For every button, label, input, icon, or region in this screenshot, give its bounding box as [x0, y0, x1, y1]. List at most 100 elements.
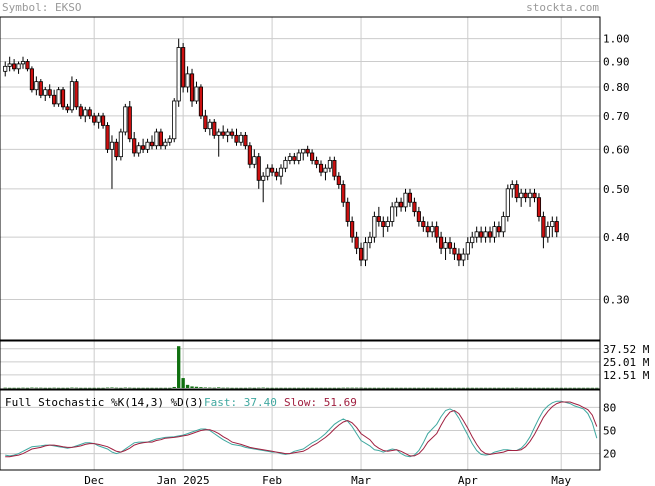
candle-body [149, 141, 155, 147]
candle-body [394, 201, 399, 208]
candle-body [221, 131, 226, 136]
stochastic-title: Full Stochastic %K(14,3) %D(3) [5, 396, 204, 409]
candle-body [87, 109, 92, 117]
volume-bar [403, 387, 408, 389]
volume-bar [265, 387, 270, 389]
candle-body [465, 242, 470, 255]
volume-bar [163, 387, 168, 389]
candle-body [336, 175, 341, 185]
volume-bar [323, 387, 328, 389]
volume-bar [145, 387, 150, 389]
candle-body [301, 148, 306, 154]
volume-bar [159, 387, 163, 389]
candle-body [527, 192, 533, 199]
candle-body [554, 221, 559, 233]
candle-body [367, 236, 373, 244]
volume-bar [34, 387, 39, 389]
volume-bar [586, 387, 590, 389]
volume-bar [528, 387, 532, 389]
volume-bar [434, 387, 439, 389]
volume-bar [65, 387, 70, 389]
volume-bar [16, 387, 21, 389]
volume-bar [83, 387, 87, 389]
volume-bar [279, 387, 283, 389]
candle-body [216, 131, 221, 136]
candle-body [29, 68, 34, 91]
candle-body [207, 121, 212, 130]
volume-bar [550, 387, 554, 389]
candle-body [399, 201, 404, 208]
volume-bar [372, 387, 377, 389]
candle-body [358, 247, 364, 261]
volume-bar [96, 387, 101, 389]
candle-body [403, 192, 408, 208]
candle-body [229, 131, 235, 136]
volume-bar [168, 387, 172, 389]
volume-bar [568, 387, 572, 389]
candle-body [20, 61, 26, 65]
volume-tick-label: 25.01 M [603, 356, 650, 369]
candle-body [439, 236, 444, 249]
volume-bar [212, 387, 216, 389]
candle-body [158, 131, 163, 147]
candle-body [296, 152, 301, 161]
volume-bar [221, 387, 225, 389]
volume-bar [377, 387, 381, 389]
candle-body [363, 242, 368, 261]
volume-bar [466, 387, 470, 389]
candle-body [163, 141, 168, 147]
volume-bars [3, 346, 599, 389]
candle-body [38, 81, 43, 96]
volume-bar [136, 387, 141, 389]
volume-bar [194, 386, 199, 388]
candle-body [185, 73, 190, 88]
candle-body [203, 115, 208, 130]
candle-body [43, 89, 48, 96]
volume-bar [546, 387, 550, 389]
candle-body [270, 167, 275, 173]
volume-bar [261, 387, 265, 389]
volume-bar [497, 387, 501, 389]
volume-bar [408, 387, 412, 389]
candle-body [123, 106, 128, 133]
volume-bar [412, 387, 417, 389]
volume-bar [417, 387, 421, 389]
stochastic-panel-border [0, 389, 601, 471]
candle-body [332, 160, 337, 177]
volume-bar [479, 387, 483, 389]
candle-body [105, 125, 110, 150]
x-tick-label: Apr [458, 474, 478, 486]
candle-body [292, 156, 297, 161]
candle-body [127, 106, 132, 140]
candle-body [470, 236, 475, 244]
volume-bar [461, 387, 466, 389]
candle-body [354, 236, 359, 249]
volume-bar [74, 387, 79, 389]
candle-body [145, 141, 150, 150]
volume-bar [394, 387, 399, 389]
candle-body [501, 216, 506, 233]
price-panel-border [0, 16, 601, 341]
candle-body [483, 231, 488, 238]
volume-bar [270, 387, 274, 389]
candle-body [69, 81, 75, 111]
volume-bar [252, 387, 256, 389]
volume-bar [56, 387, 61, 389]
candle-body [96, 115, 101, 123]
candle-body [443, 242, 448, 249]
candle-body [545, 226, 550, 238]
volume-bar [363, 387, 368, 389]
candle-body [256, 156, 261, 181]
candle-body [447, 242, 453, 249]
volume-bar [368, 387, 372, 389]
volume-bar [3, 387, 7, 389]
candle-body [212, 121, 217, 136]
candle-body [7, 63, 12, 67]
candle-body [172, 100, 177, 140]
volume-bar [399, 387, 403, 389]
candle-body [425, 226, 430, 233]
volume-bar [234, 387, 239, 389]
price-tick-label: 0.40 [603, 231, 630, 244]
